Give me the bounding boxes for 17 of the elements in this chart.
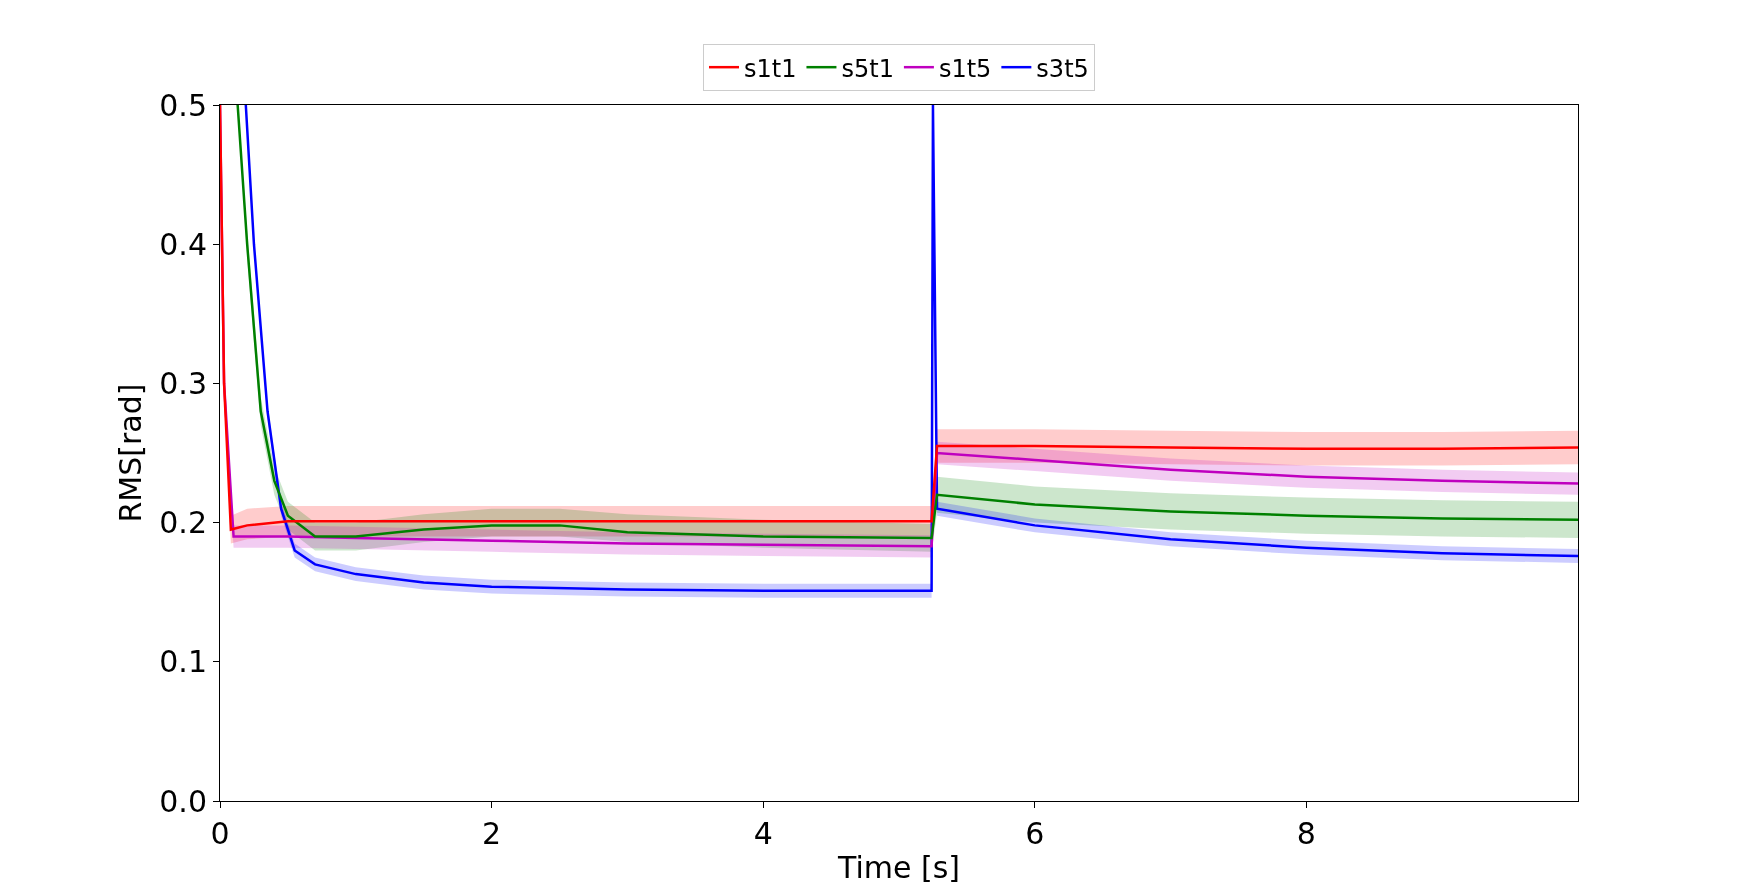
x-tick-label: 0 [210, 816, 230, 851]
y-tick-label: 0.4 [159, 226, 207, 262]
x-tick-label: 4 [753, 816, 773, 851]
legend-label: s5t1 [841, 54, 894, 83]
y-tick-label: 0.0 [159, 783, 207, 819]
legend-label: s3t5 [1036, 54, 1089, 83]
x-axis-title: Time [s] [837, 849, 960, 885]
y-tick-label: 0.5 [159, 87, 207, 123]
x-tick-label: 8 [1296, 816, 1316, 851]
y-axis-title: RMS[rad] [113, 383, 149, 523]
y-tick-label: 0.1 [159, 644, 207, 680]
y-tick-label: 0.3 [159, 365, 207, 401]
legend-label: s1t5 [938, 54, 992, 83]
y-tick-label: 0.2 [159, 505, 207, 541]
x-tick-label: 2 [482, 816, 502, 851]
legend-label: s1t1 [744, 54, 797, 83]
x-tick-label: 6 [1025, 816, 1045, 851]
